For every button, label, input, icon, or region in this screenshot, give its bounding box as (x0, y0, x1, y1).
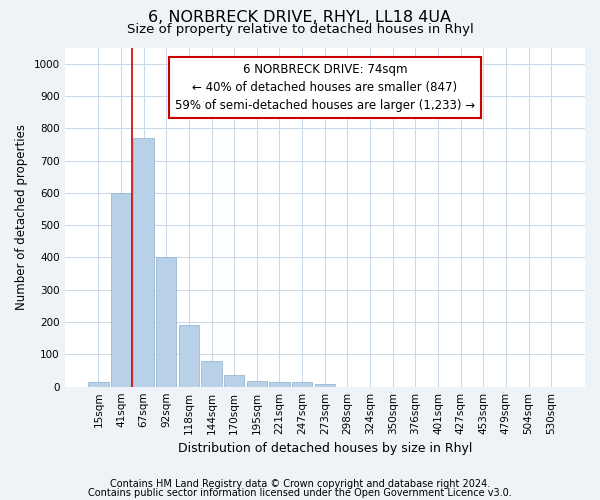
Text: Size of property relative to detached houses in Rhyl: Size of property relative to detached ho… (127, 22, 473, 36)
Bar (156, 258, 176, 386)
Y-axis label: Number of detached properties: Number of detached properties (15, 124, 28, 310)
Bar (247, 381, 267, 386)
Bar (269, 382, 290, 386)
Bar (224, 374, 244, 386)
Text: 6 NORBRECK DRIVE: 74sqm
← 40% of detached houses are smaller (847)
59% of semi-d: 6 NORBRECK DRIVE: 74sqm ← 40% of detache… (175, 63, 475, 112)
Bar (88, 382, 109, 386)
Text: 6, NORBRECK DRIVE, RHYL, LL18 4UA: 6, NORBRECK DRIVE, RHYL, LL18 4UA (149, 10, 452, 25)
Text: Contains HM Land Registry data © Crown copyright and database right 2024.: Contains HM Land Registry data © Crown c… (110, 479, 490, 489)
X-axis label: Distribution of detached houses by size in Rhyl: Distribution of detached houses by size … (178, 442, 472, 455)
Text: Contains public sector information licensed under the Open Government Licence v3: Contains public sector information licen… (88, 488, 512, 498)
Bar (202, 362, 222, 386)
Bar (292, 382, 313, 386)
Bar (179, 326, 199, 386)
Bar (133, 138, 154, 386)
Bar (314, 384, 335, 386)
Bar (111, 193, 131, 386)
